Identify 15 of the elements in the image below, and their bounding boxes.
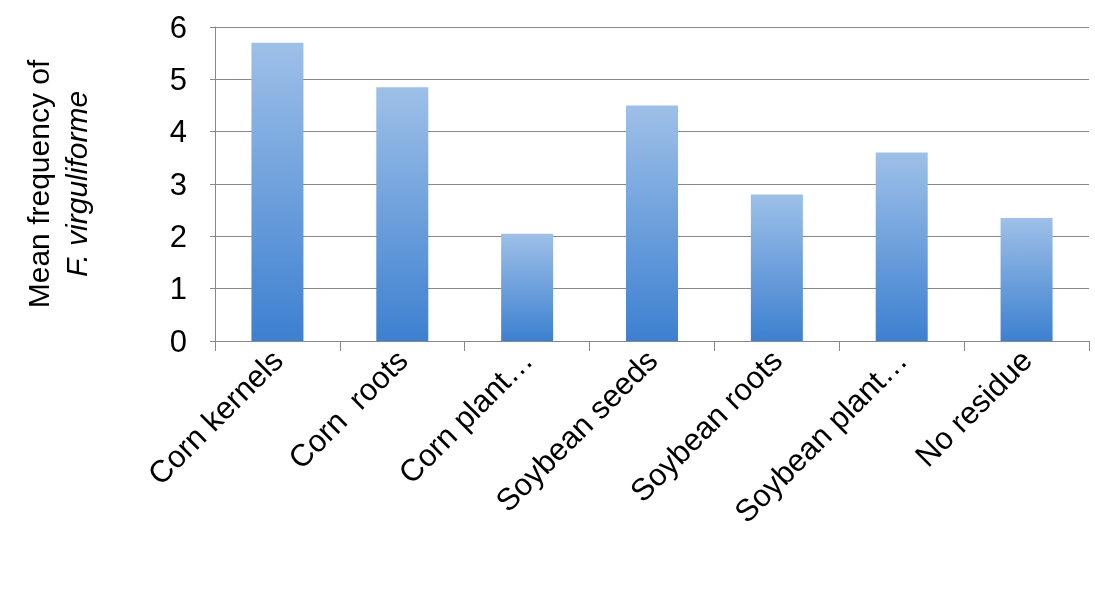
y-tick-label: 1 bbox=[169, 271, 187, 307]
bar bbox=[626, 105, 678, 341]
y-axis-title: Mean frequency of F. virguliforme bbox=[21, 59, 93, 309]
bar bbox=[251, 42, 304, 341]
y-tick-label: 4 bbox=[169, 114, 187, 150]
y-tick-label: 0 bbox=[169, 323, 187, 359]
y-tick-label: 2 bbox=[169, 218, 187, 254]
bar bbox=[750, 194, 803, 341]
bar bbox=[376, 87, 429, 341]
bar bbox=[875, 152, 928, 341]
y-tick-label: 5 bbox=[169, 61, 187, 97]
y-tick-label: 6 bbox=[169, 9, 187, 45]
y-tick-label: 3 bbox=[169, 166, 187, 202]
bar bbox=[501, 233, 554, 341]
bar bbox=[1000, 218, 1053, 341]
